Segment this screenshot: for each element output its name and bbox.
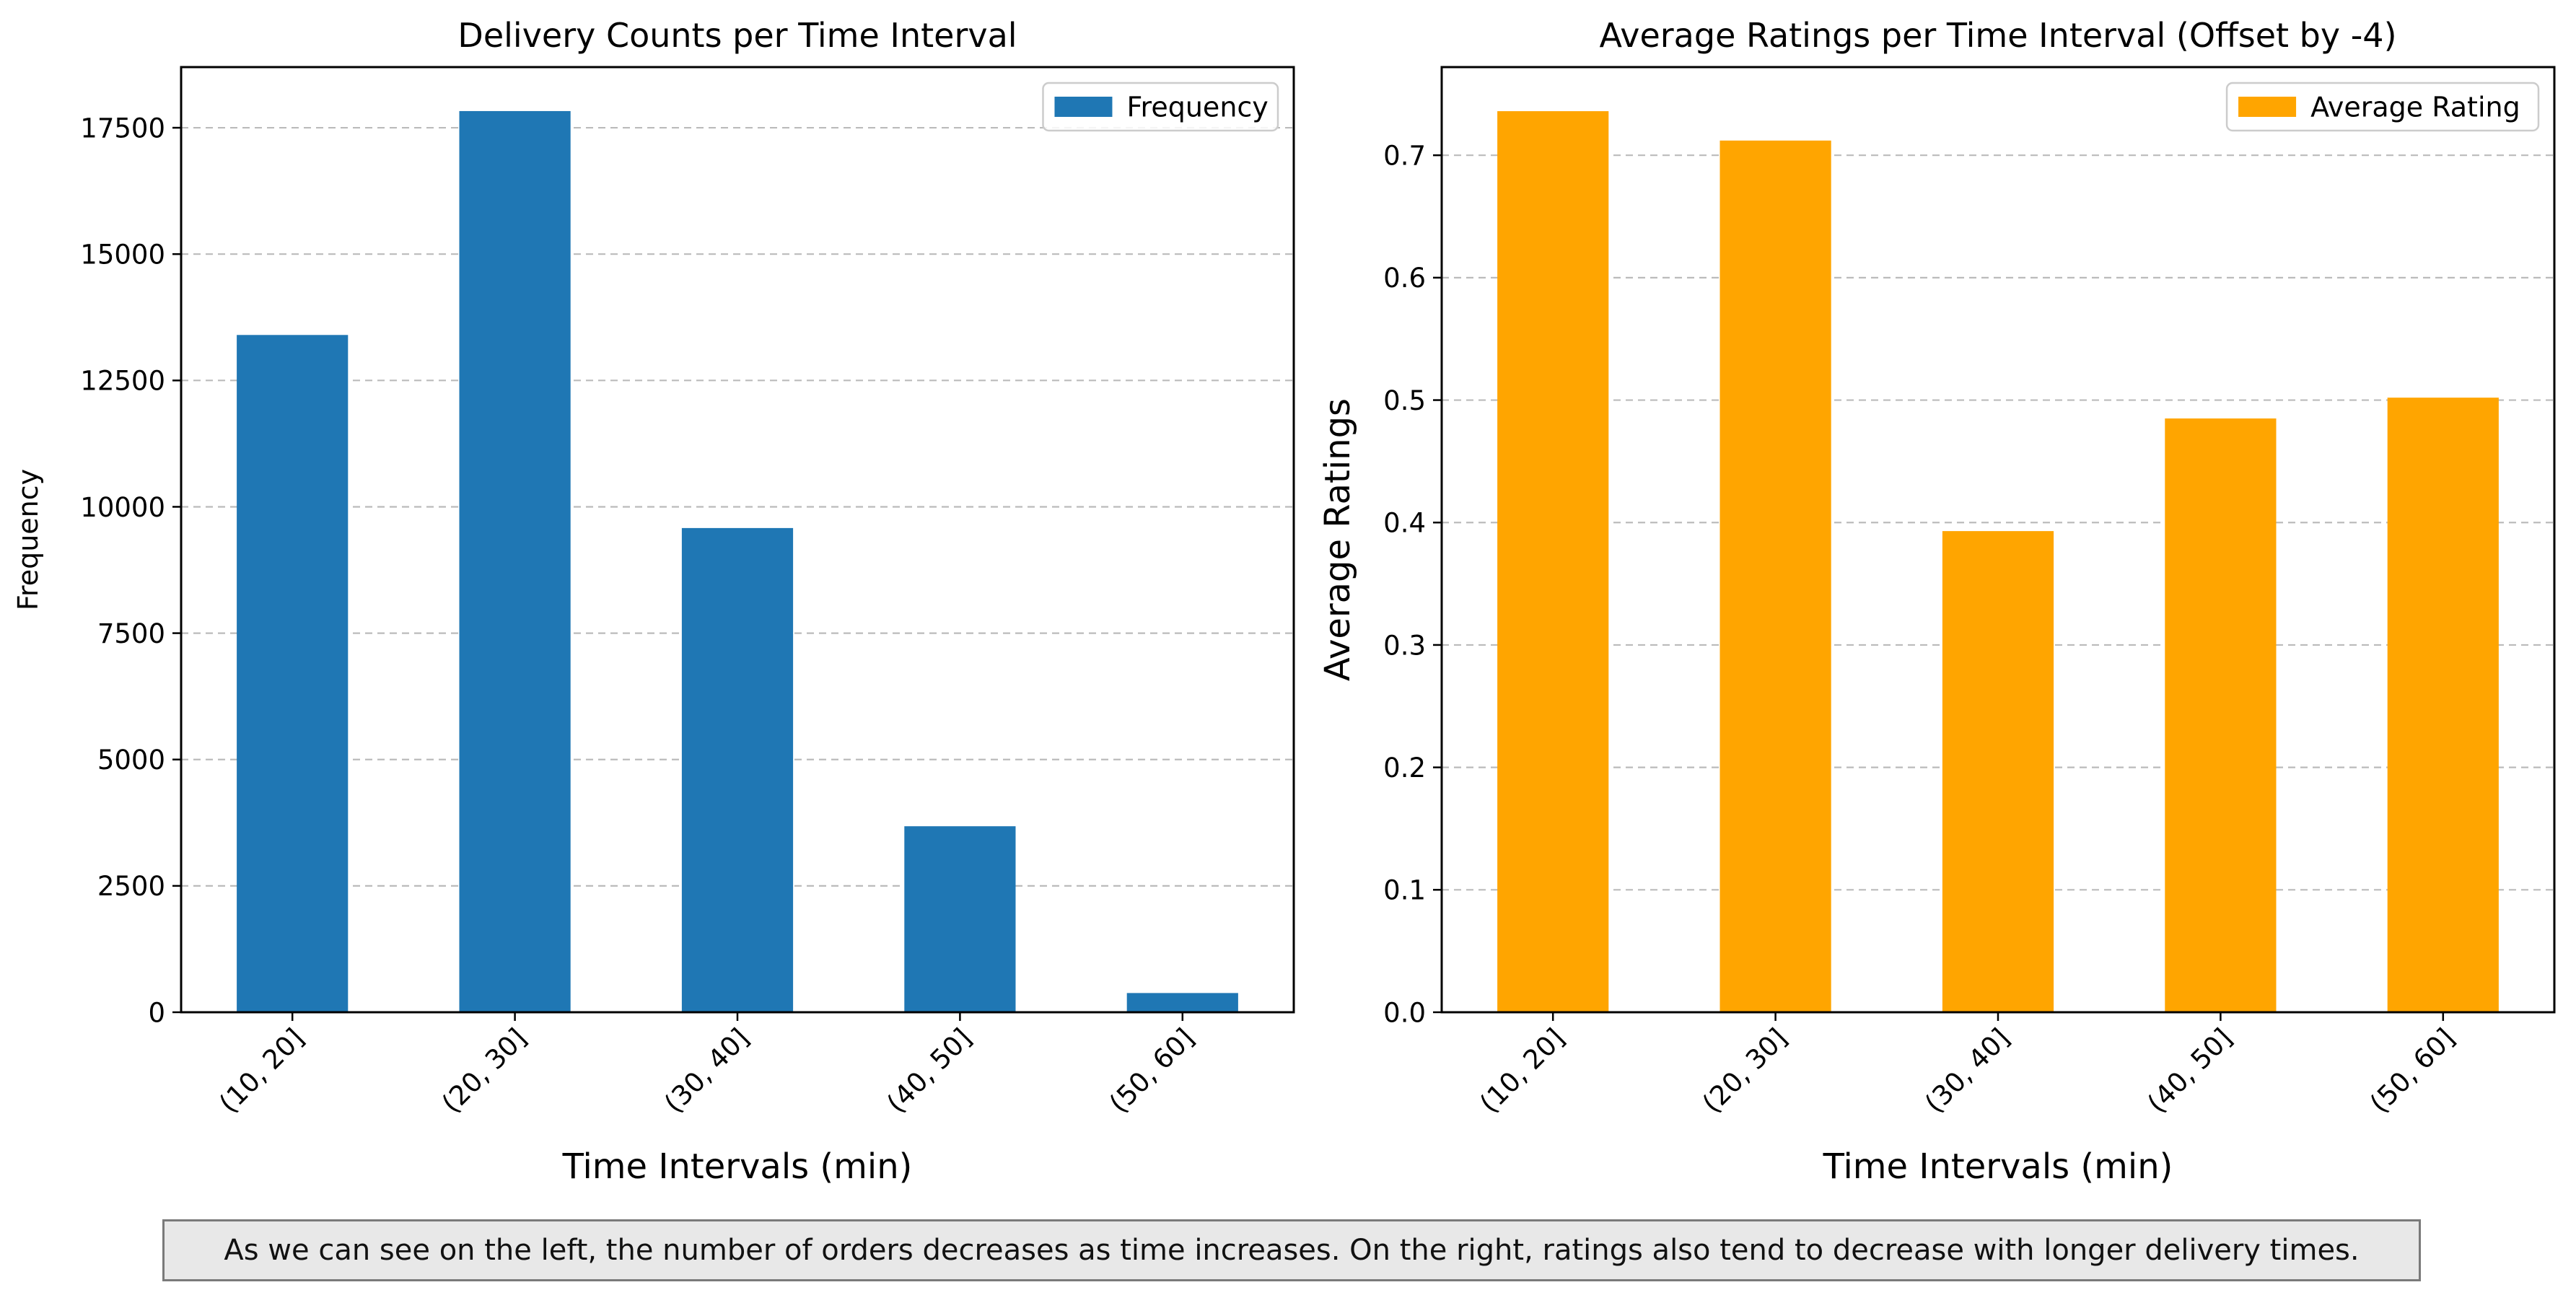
y-tick-label: 0.4 — [1383, 508, 1426, 539]
bar-4 — [904, 826, 1016, 1012]
y-tick-label: 0.3 — [1383, 630, 1426, 661]
bar-2 — [459, 110, 571, 1012]
y-tick-label: 2500 — [97, 871, 165, 902]
legend-label: Frequency — [1126, 91, 1268, 123]
legend-swatch — [1054, 97, 1113, 117]
caption-box: As we can see on the left, the number of… — [162, 1219, 2421, 1281]
bar-2 — [1719, 140, 1831, 1012]
legend: Frequency — [1042, 82, 1279, 132]
y-tick-label: 0.7 — [1383, 140, 1426, 171]
legend-label: Average Rating — [2310, 91, 2520, 123]
x-tick-label: (20, 30] — [436, 1022, 533, 1119]
y-tick-label: 0.6 — [1383, 263, 1426, 294]
bar-1 — [237, 335, 349, 1012]
y-tick-label: 12500 — [80, 366, 165, 397]
y-tick-label: 0.5 — [1383, 385, 1426, 416]
legend-box — [1042, 82, 1279, 132]
x-tick-label: (50, 60] — [2364, 1022, 2461, 1119]
x-tick-label: (50, 60] — [1103, 1022, 1200, 1119]
x-tick-label: (30, 40] — [1919, 1022, 2015, 1119]
y-tick-label: 0.1 — [1383, 875, 1426, 906]
chart-panel-2: 0.0 0.1 0.2 0.3 0.4 0.5 0.6 0.7 (10, 20] (20, 30]… — [1318, 16, 2556, 1187]
bar-5 — [1126, 993, 1238, 1012]
y-tick-label: 7500 — [97, 618, 165, 649]
y-tick-label: 15000 — [80, 240, 165, 271]
chart-title: Average Ratings per Time Interval (Offse… — [1599, 16, 2396, 55]
y-tick-label: 0 — [148, 997, 165, 1028]
bar-1 — [1497, 111, 1609, 1012]
bar-3 — [1942, 531, 2054, 1012]
x-tick-label: (10, 20] — [214, 1022, 310, 1119]
bar-4 — [2165, 418, 2277, 1012]
caption-text: As we can see on the left, the number of… — [224, 1234, 2360, 1267]
y-tick-label: 17500 — [80, 113, 165, 144]
x-tick-label: (40, 50] — [881, 1022, 978, 1119]
y-tick-label: 0.0 — [1383, 997, 1426, 1028]
legend-box — [2225, 82, 2540, 132]
legend: Average Rating — [2225, 82, 2540, 132]
bar-5 — [2387, 398, 2499, 1012]
x-tick-label: (20, 30] — [1696, 1022, 1793, 1119]
x-tick-label: (30, 40] — [658, 1022, 755, 1119]
legend-swatch — [2238, 97, 2297, 117]
y-tick-label: 0.2 — [1383, 752, 1426, 784]
x-axis-label: Time Intervals (min) — [1823, 1146, 2173, 1187]
bar-3 — [681, 527, 794, 1012]
x-axis-label: Time Intervals (min) — [562, 1146, 913, 1187]
y-axis-label: Average Ratings — [1318, 398, 1358, 681]
chart-panel-1: 0 2500 5000 7500 10000 12500 15000 17500 (10, 20… — [12, 16, 1295, 1187]
y-tick-label: 5000 — [97, 745, 165, 776]
x-tick-label: (10, 20] — [1474, 1022, 1571, 1119]
y-axis-label: Frequency — [12, 469, 44, 610]
y-tick-label: 10000 — [80, 492, 165, 523]
x-tick-label: (40, 50] — [2142, 1022, 2238, 1119]
chart-title: Delivery Counts per Time Interval — [457, 16, 1017, 55]
